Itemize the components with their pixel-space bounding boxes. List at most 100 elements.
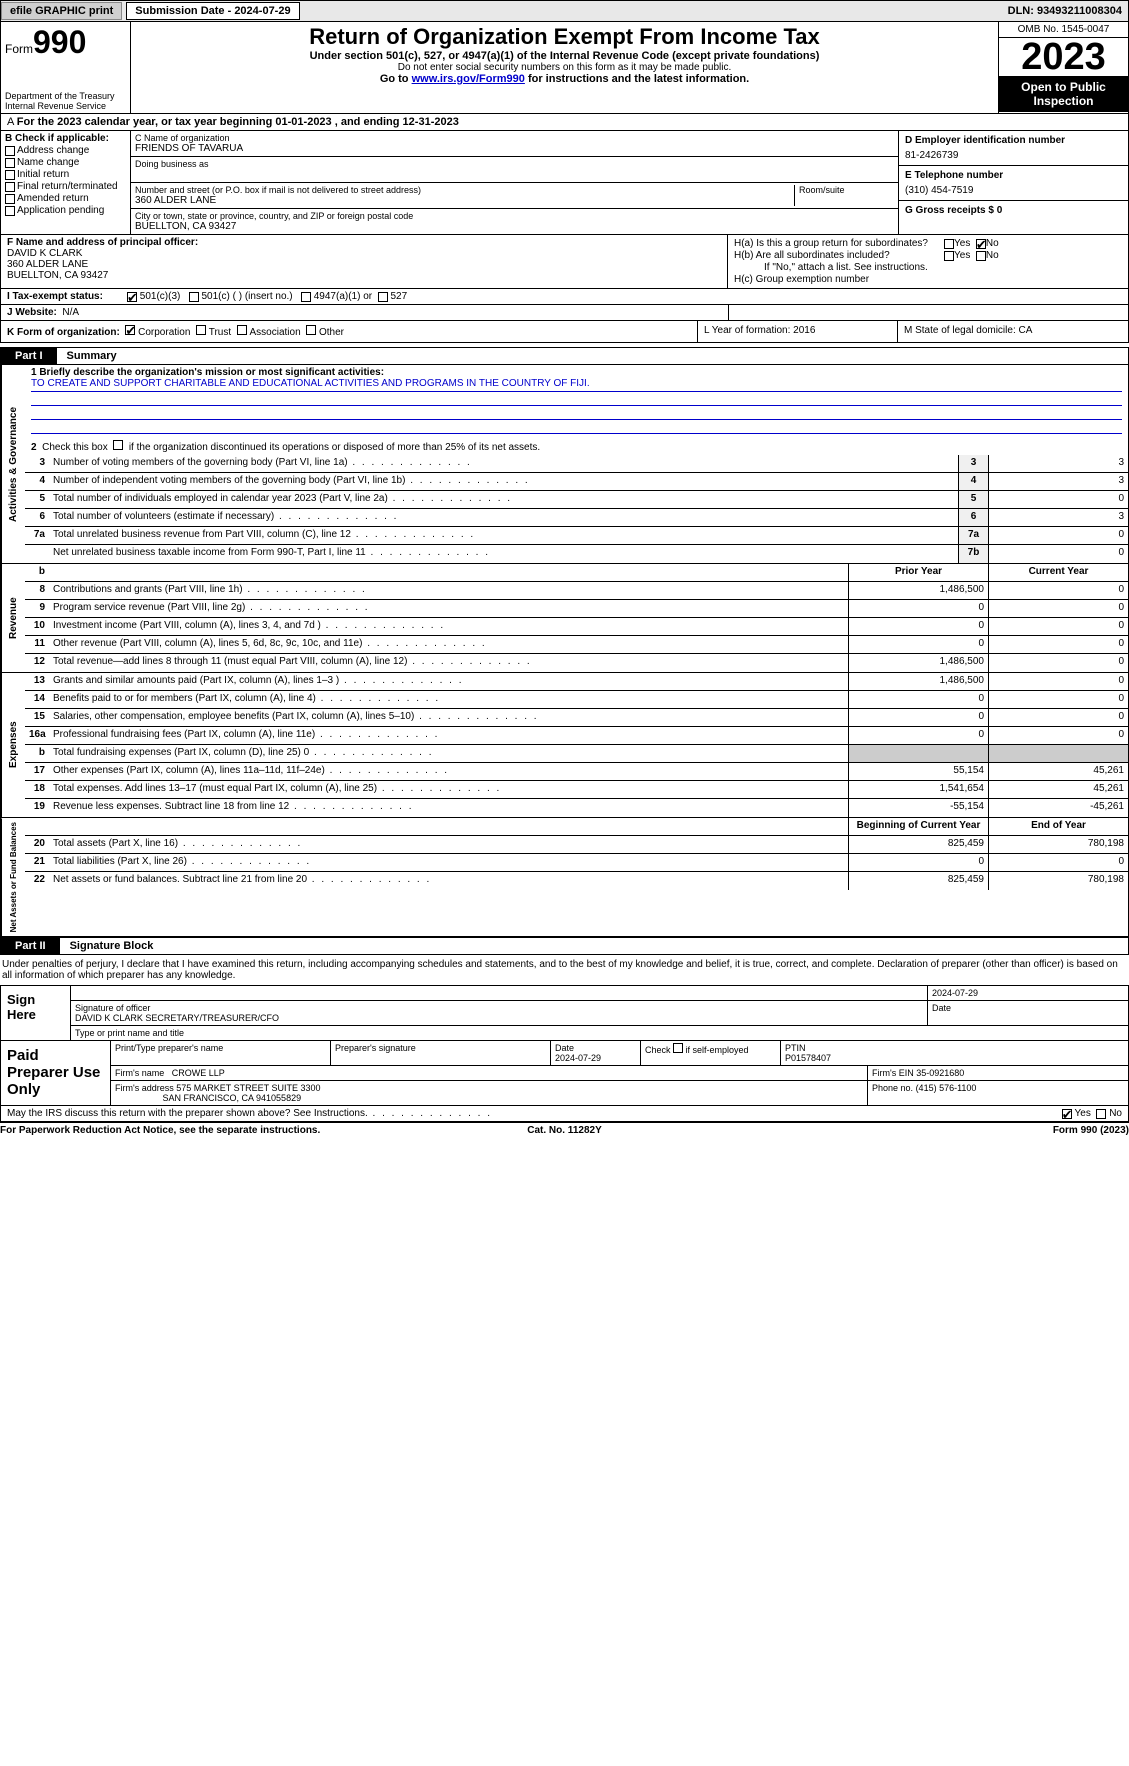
data-row: 16aProfessional fundraising fees (Part I…: [25, 727, 1128, 745]
section-fh: F Name and address of principal officer:…: [0, 235, 1129, 289]
chk-app-pending[interactable]: [5, 206, 15, 216]
ha-no[interactable]: [976, 239, 986, 249]
chk-name-change[interactable]: [5, 158, 15, 168]
firm-phone-val: (415) 576-1100: [916, 1083, 977, 1093]
k-label: K Form of organization:: [7, 327, 120, 338]
line-a-tax-year: A For the 2023 calendar year, or tax yea…: [0, 114, 1129, 131]
q2-discontinued: 2 Check this box if the organization dis…: [31, 440, 1122, 453]
summary-netassets: Net Assets or Fund Balances Beginning of…: [0, 818, 1129, 937]
officer-label: F Name and address of principal officer:: [7, 237, 721, 248]
ein-value: 81-2426739: [905, 150, 1122, 161]
data-row: 17Other expenses (Part IX, column (A), l…: [25, 763, 1128, 781]
sig-officer-name: DAVID K CLARK SECRETARY/TREASURER/CFO: [75, 1013, 923, 1023]
gov-row: 5Total number of individuals employed in…: [25, 491, 1128, 509]
chk-address-change[interactable]: [5, 146, 15, 156]
footer-form: Form 990 (2023): [753, 1125, 1129, 1136]
ha-label: H(a) Is this a group return for subordin…: [734, 238, 944, 249]
tax-year: 2023: [999, 38, 1128, 76]
data-row: 11Other revenue (Part VIII, column (A), …: [25, 636, 1128, 654]
chk-self-employed[interactable]: [673, 1043, 683, 1053]
paid-preparer-block: Paid Preparer Use Only Print/Type prepar…: [0, 1041, 1129, 1106]
firm-name-val: CROWE LLP: [172, 1068, 225, 1078]
col-b-label: B Check if applicable:: [5, 133, 126, 144]
chk-501c3[interactable]: [127, 292, 137, 302]
chk-final-return[interactable]: [5, 182, 15, 192]
vert-netassets: Net Assets or Fund Balances: [1, 818, 25, 936]
chk-527[interactable]: [378, 292, 388, 302]
dln: DLN: 93493211008304: [1008, 5, 1128, 17]
prior-year-hdr: Prior Year: [848, 564, 988, 581]
website-label: J Website:: [7, 307, 57, 318]
data-row: 21Total liabilities (Part X, line 26)00: [25, 854, 1128, 872]
row-website: J Website: N/A: [0, 305, 1129, 321]
phone-label: E Telephone number: [905, 170, 1122, 181]
paid-preparer-label: Paid Preparer Use Only: [1, 1041, 111, 1105]
chk-corp[interactable]: [125, 325, 135, 335]
data-row: 14Benefits paid to or for members (Part …: [25, 691, 1128, 709]
gov-row: 4Number of independent voting members of…: [25, 473, 1128, 491]
l-year-formation: L Year of formation: 2016: [698, 321, 898, 342]
open-inspection: Open to Public Inspection: [999, 76, 1128, 112]
current-year-hdr: Current Year: [988, 564, 1128, 581]
hb-yes[interactable]: [944, 251, 954, 261]
data-row: 22Net assets or fund balances. Subtract …: [25, 872, 1128, 890]
sign-here-label: Sign Here: [1, 986, 71, 1040]
begin-year-hdr: Beginning of Current Year: [848, 818, 988, 835]
part2-num: Part II: [1, 938, 60, 954]
chk-501c[interactable]: [189, 292, 199, 302]
discuss-no[interactable]: [1096, 1109, 1106, 1119]
form-header: Form990 Department of the Treasury Inter…: [0, 22, 1129, 114]
chk-4947[interactable]: [301, 292, 311, 302]
chk-amended[interactable]: [5, 194, 15, 204]
col-h-group: H(a) Is this a group return for subordin…: [728, 235, 1128, 288]
chk-other[interactable]: [306, 325, 316, 335]
hb-no[interactable]: [976, 251, 986, 261]
sig-officer-label: Signature of officer: [75, 1003, 923, 1013]
officer-addr1: 360 ALDER LANE: [7, 259, 721, 270]
part1-num: Part I: [1, 348, 57, 364]
top-bar: efile GRAPHIC print Submission Date - 20…: [0, 0, 1129, 22]
chk-trust[interactable]: [196, 325, 206, 335]
sign-date: 2024-07-29: [932, 988, 978, 998]
city-label: City or town, state or province, country…: [135, 211, 894, 221]
summary-revenue: Revenue b Prior Year Current Year 8Contr…: [0, 564, 1129, 673]
goto-pre: Go to: [380, 73, 412, 85]
data-row: 13Grants and similar amounts paid (Part …: [25, 673, 1128, 691]
date-label: Date: [928, 1001, 1128, 1025]
data-row: 19Revenue less expenses. Subtract line 1…: [25, 799, 1128, 817]
end-year-hdr: End of Year: [988, 818, 1128, 835]
discuss-yes[interactable]: [1062, 1109, 1072, 1119]
part1-title: Summary: [57, 348, 127, 364]
row-klm: K Form of organization: Corporation Trus…: [0, 321, 1129, 343]
form-number: 990: [33, 24, 86, 60]
signature-intro: Under penalties of perjury, I declare th…: [0, 955, 1129, 986]
part2-title: Signature Block: [60, 938, 164, 954]
m-state-domicile: M State of legal domicile: CA: [898, 321, 1128, 342]
officer-addr2: BUELLTON, CA 93427: [7, 270, 721, 281]
prep-sig-label: Preparer's signature: [331, 1041, 551, 1065]
hb-note: If "No," attach a list. See instructions…: [764, 262, 1122, 273]
irs-link[interactable]: www.irs.gov/Form990: [412, 73, 525, 85]
discuss-row: May the IRS discuss this return with the…: [0, 1106, 1129, 1122]
chk-initial-return[interactable]: [5, 170, 15, 180]
firm-phone-label: Phone no.: [872, 1083, 913, 1093]
chk-assoc[interactable]: [237, 325, 247, 335]
firm-name-label: Firm's name: [115, 1068, 164, 1078]
ha-yes[interactable]: [944, 239, 954, 249]
tax-status-label: I Tax-exempt status:: [7, 291, 127, 302]
vert-governance: Activities & Governance: [1, 365, 25, 563]
dba-label: Doing business as: [135, 159, 894, 169]
col-f-officer: F Name and address of principal officer:…: [1, 235, 728, 288]
form-title: Return of Organization Exempt From Incom…: [135, 24, 994, 50]
efile-print-button[interactable]: efile GRAPHIC print: [1, 2, 122, 20]
goto-post: for instructions and the latest informat…: [525, 73, 749, 85]
mission-label: 1 Briefly describe the organization's mi…: [31, 367, 1122, 378]
firm-addr-label: Firm's address: [115, 1083, 174, 1093]
prep-name-label: Print/Type preparer's name: [111, 1041, 331, 1065]
hc-label: H(c) Group exemption number: [734, 274, 869, 285]
footer-catno: Cat. No. 11282Y: [376, 1125, 752, 1136]
chk-discontinued[interactable]: [113, 440, 123, 450]
col-d-ein: D Employer identification number81-24267…: [898, 131, 1128, 234]
na-header: Beginning of Current Year End of Year: [25, 818, 1128, 836]
data-row: 18Total expenses. Add lines 13–17 (must …: [25, 781, 1128, 799]
